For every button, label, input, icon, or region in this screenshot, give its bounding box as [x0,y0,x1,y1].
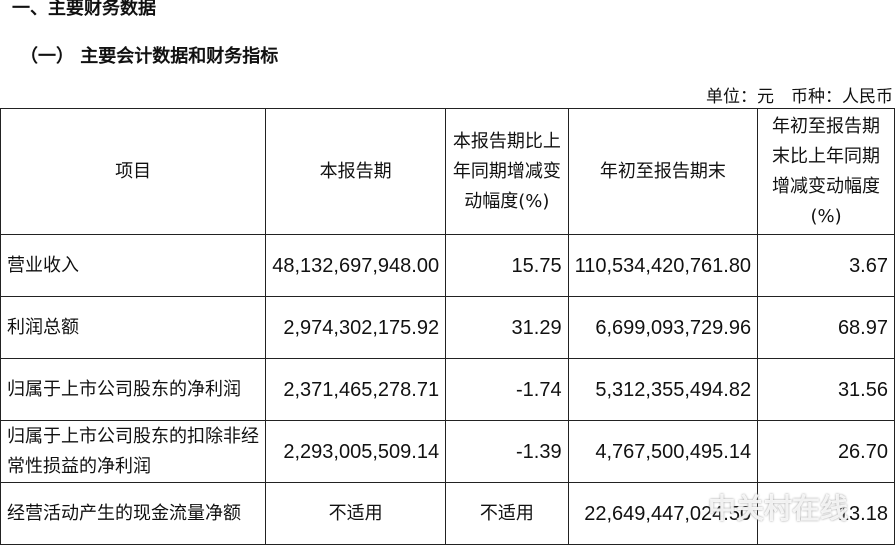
cell-ytd-change: 3.67 [757,234,895,297]
cell-ytd-change: 68.97 [757,296,895,359]
cell-item: 利润总额 [0,296,267,359]
table-row: 营业收入 48,132,697,948.00 15.75 110,534,420,76… [0,234,895,297]
cell-change: -1.74 [445,358,569,421]
section-heading: 一、主要财务数据 [12,0,156,19]
financial-table: 项目 本报告期 本报告期比上年同期增减变动幅度(%) 年初至报告期末 年初至报告… [0,108,895,545]
cell-current: 2,974,302,175.92 [265,296,447,359]
header-cell: 项目 [0,108,267,235]
cell-item: 营业收入 [0,234,267,297]
cell-ytd-change: 26.70 [757,420,895,483]
cell-ytd-change: 31.56 [757,358,895,421]
cell-current: 2,293,005,509.14 [265,420,447,483]
cell-change: 15.75 [445,234,569,297]
table-row: 归属于上市公司股东的净利润 2,371,465,278.71 -1.74 5,312,… [0,358,895,421]
cell-item: 归属于上市公司股东的净利润 [0,358,267,421]
cell-current: 2,371,465,278.71 [265,358,447,421]
cell-change: 31.29 [445,296,569,359]
cell-change: 不适用 [445,482,569,545]
table-header: 项目 本报告期 本报告期比上年同期增减变动幅度(%) 年初至报告期末 年初至报告… [0,108,895,235]
header-cell: 本报告期 [265,108,447,235]
header-cell: 年初至报告期末比上年同期增减变动幅度(%) [757,108,895,235]
cell-ytd: 4,767,500,495.14 [567,420,759,483]
header-cell: 本报告期比上年同期增减变动幅度(%) [445,108,569,235]
watermark: 中关村在线 [708,492,849,525]
cell-item: 经营活动产生的现金流量净额 [0,482,267,545]
cell-current: 48,132,697,948.00 [265,234,447,297]
cell-ytd: 6,699,093,729.96 [567,296,759,359]
cell-ytd: 5,312,355,494.82 [567,358,759,421]
cell-change: -1.39 [445,420,569,483]
table-row: 归属于上市公司股东的扣除非经常性损益的净利润 2,293,005,509.14 -1… [0,420,895,483]
subsection-heading: （一） 主要会计数据和财务指标 [20,46,279,67]
unit-label: 单位：元 币种：人民币 [706,87,893,107]
cell-ytd: 110,534,420,761.80 [567,234,759,297]
cell-current: 不适用 [265,482,447,545]
cell-item: 归属于上市公司股东的扣除非经常性损益的净利润 [0,420,267,483]
header-cell: 年初至报告期末 [567,108,759,235]
table-row: 利润总额 2,974,302,175.92 31.29 6,699,093,729.9… [0,296,895,359]
